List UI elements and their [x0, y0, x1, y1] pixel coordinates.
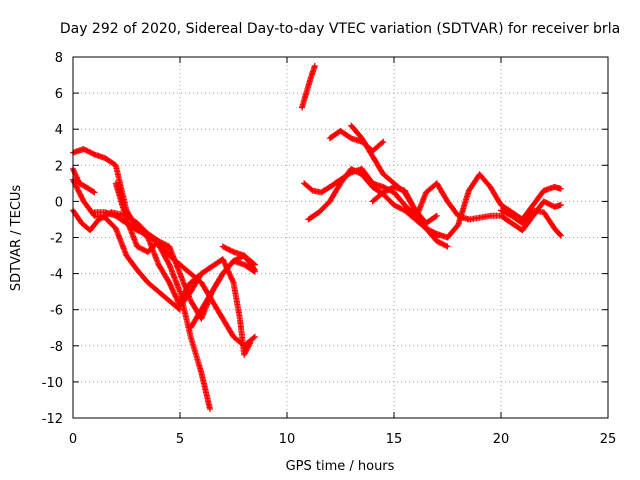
y-tick-label: -6 [50, 304, 63, 319]
x-tick-label: 15 [386, 432, 403, 447]
y-tick-label: -2 [50, 232, 63, 247]
series-arc-10 [299, 63, 318, 111]
x-tick-label: 10 [279, 432, 296, 447]
x-tick-label: 0 [69, 432, 77, 447]
plot-frame [72, 56, 609, 419]
data-point-markers [369, 184, 440, 227]
x-tick-label: 5 [176, 432, 184, 447]
y-tick-label: 0 [55, 195, 63, 210]
y-tick-label: 4 [55, 123, 63, 138]
data-point-markers [412, 180, 564, 234]
data-point-markers [299, 63, 318, 111]
series-arc-18 [498, 207, 564, 239]
x-axis-label: GPS time / hours [286, 459, 395, 474]
series-arc-15 [369, 184, 440, 227]
series-arc-16 [412, 180, 564, 234]
y-axis-label: SDTVAR / TECUs [9, 185, 24, 292]
y-tick-label: -8 [50, 340, 63, 355]
y-tick-label: 2 [55, 159, 63, 174]
grid [73, 57, 608, 418]
series-arc-9 [219, 243, 258, 268]
axis-ticks: 0 5 10 15 20 25 -12 -10 -8 -6 -4 -2 0 2 4 6 8 [42, 51, 617, 447]
data-point-markers [219, 243, 258, 268]
data-series [70, 63, 564, 412]
chart-title: Day 292 of 2020, Sidereal Day-to-day VTE… [60, 21, 620, 37]
y-tick-label: -12 [42, 412, 63, 427]
series-arc-17 [444, 171, 564, 241]
y-tick-label: -4 [50, 268, 63, 283]
x-tick-label: 20 [493, 432, 510, 447]
y-tick-label: -10 [42, 376, 63, 391]
y-tick-label: 8 [55, 51, 63, 66]
data-point-markers [177, 256, 254, 358]
y-tick-label: 6 [55, 87, 63, 102]
series-arc-7 [177, 256, 254, 358]
data-point-markers [444, 171, 564, 241]
x-tick-label: 25 [600, 432, 617, 447]
data-point-markers [498, 207, 564, 239]
